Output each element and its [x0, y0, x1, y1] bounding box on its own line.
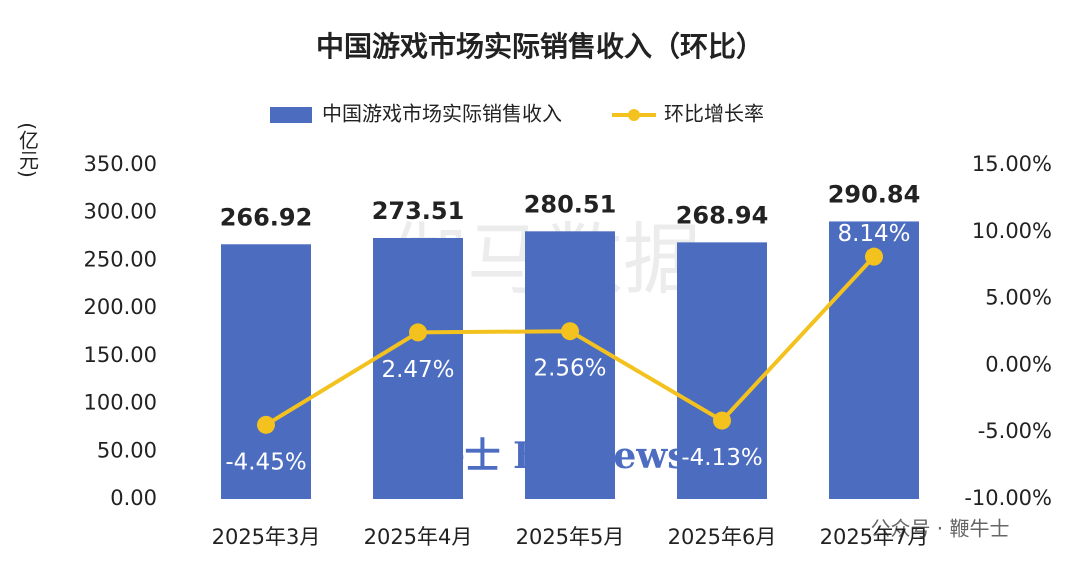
bar: [829, 221, 919, 499]
bar-value-label: 290.84: [828, 180, 921, 208]
line-value-label: 2.56%: [533, 356, 606, 382]
chart-title: 中国游戏市场实际销售收入（环比）: [316, 30, 764, 63]
line-value-label: 8.14%: [837, 221, 910, 247]
legend-label: 环比增长率: [664, 102, 764, 126]
bar-value-label: 268.94: [676, 201, 769, 229]
x-tick-label: 2025年6月: [668, 525, 777, 549]
y-tick-label: 200.00: [84, 295, 157, 319]
y-tick-label: 100.00: [84, 391, 157, 415]
bar-value-label: 273.51: [372, 197, 465, 225]
y-tick-label: 50.00: [97, 438, 157, 462]
y-tick-label: 300.00: [84, 200, 157, 224]
x-tick-label: 2025年7月: [820, 525, 929, 549]
bar-value-label: 266.92: [220, 203, 313, 231]
point: [409, 323, 427, 342]
y-tick-label: 250.00: [84, 247, 157, 271]
point: [561, 322, 579, 341]
y2-tick-label: -5.00%: [978, 419, 1052, 443]
line-value-label: -4.13%: [681, 445, 762, 471]
point: [865, 247, 883, 266]
y-axis-label: (亿元): [16, 122, 40, 178]
bar: [373, 237, 463, 499]
legend-swatch: [270, 107, 312, 123]
point: [257, 415, 275, 434]
bar: [677, 242, 767, 499]
y2-tick-label: 0.00%: [985, 352, 1052, 376]
y-tick-label: 150.00: [84, 343, 157, 367]
y2-tick-label: 5.00%: [985, 286, 1052, 310]
watermark: 公众号 · 鞭牛士: [870, 517, 1009, 541]
bar: [221, 244, 311, 499]
bar-value-label: 280.51: [524, 190, 617, 218]
y2-tick-label: -10.00%: [964, 486, 1052, 510]
bar: [525, 231, 615, 500]
x-tick-label: 2025年4月: [364, 525, 473, 549]
point: [713, 411, 731, 430]
x-tick-label: 2025年5月: [516, 525, 625, 549]
x-tick-label: 2025年3月: [212, 525, 321, 549]
y2-tick-label: 10.00%: [972, 219, 1052, 243]
y2-tick-label: 15.00%: [972, 152, 1052, 176]
line-value-label: 2.47%: [381, 357, 454, 383]
line-value-label: -4.45%: [225, 449, 306, 475]
y-tick-label: 0.00: [110, 486, 157, 510]
y-tick-label: 350.00: [84, 152, 157, 176]
legend-label: 中国游戏市场实际销售收入: [322, 102, 562, 126]
legend-swatch: [628, 109, 640, 121]
